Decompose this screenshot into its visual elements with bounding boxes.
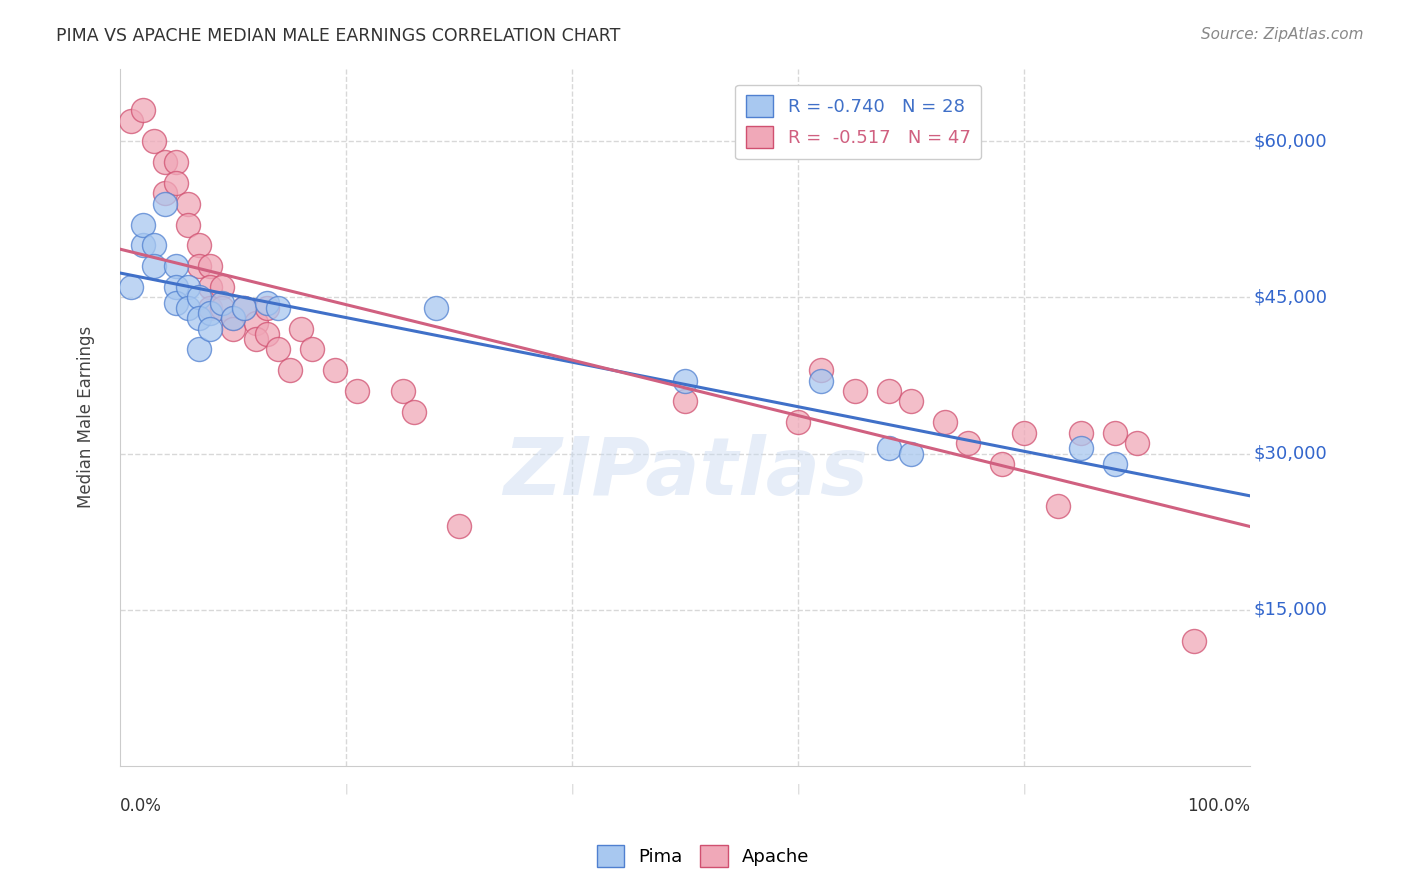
Point xyxy=(166,176,188,190)
Point xyxy=(267,301,290,315)
Text: 100.0%: 100.0% xyxy=(1188,797,1250,815)
Point xyxy=(131,238,153,252)
Text: Source: ZipAtlas.com: Source: ZipAtlas.com xyxy=(1201,27,1364,42)
Text: Median Male Earnings: Median Male Earnings xyxy=(77,326,96,508)
Point xyxy=(222,311,245,326)
Point xyxy=(1047,499,1070,513)
Point xyxy=(1104,425,1126,440)
Point xyxy=(1182,633,1205,648)
Point xyxy=(290,321,312,335)
Legend: R = -0.740   N = 28, R =  -0.517   N = 47: R = -0.740 N = 28, R = -0.517 N = 47 xyxy=(735,85,981,160)
Point xyxy=(200,301,222,315)
Point xyxy=(323,363,346,377)
Point xyxy=(188,343,211,357)
Point xyxy=(211,280,233,294)
Point xyxy=(200,259,222,273)
Point xyxy=(301,343,323,357)
Text: $45,000: $45,000 xyxy=(1254,288,1327,307)
Point xyxy=(1070,442,1092,456)
Point xyxy=(346,384,368,398)
Point xyxy=(200,321,222,335)
Text: PIMA VS APACHE MEDIAN MALE EARNINGS CORRELATION CHART: PIMA VS APACHE MEDIAN MALE EARNINGS CORR… xyxy=(56,27,620,45)
Point xyxy=(177,196,200,211)
Point xyxy=(990,457,1012,471)
Point xyxy=(177,301,200,315)
Point xyxy=(810,363,832,377)
Point xyxy=(402,405,425,419)
Point xyxy=(177,280,200,294)
Point xyxy=(256,326,278,341)
Point xyxy=(211,301,233,315)
Point xyxy=(120,280,142,294)
Point xyxy=(900,394,922,409)
Point xyxy=(142,259,165,273)
Point xyxy=(278,363,301,377)
Point xyxy=(673,374,696,388)
Point xyxy=(166,155,188,169)
Point xyxy=(391,384,413,398)
Point xyxy=(166,295,188,310)
Point xyxy=(131,218,153,232)
Point xyxy=(256,301,278,315)
Text: $15,000: $15,000 xyxy=(1254,600,1327,618)
Point xyxy=(934,415,956,429)
Legend: Pima, Apache: Pima, Apache xyxy=(589,838,817,874)
Point xyxy=(1104,457,1126,471)
Point xyxy=(233,301,256,315)
Point xyxy=(267,343,290,357)
Point xyxy=(1014,425,1036,440)
Text: 0.0%: 0.0% xyxy=(120,797,162,815)
Point xyxy=(200,280,222,294)
Point xyxy=(188,290,211,304)
Text: ZIPatlas: ZIPatlas xyxy=(503,434,868,512)
Point xyxy=(425,301,447,315)
Point xyxy=(810,374,832,388)
Point xyxy=(877,442,900,456)
Point xyxy=(166,280,188,294)
Text: |: | xyxy=(571,783,574,794)
Point xyxy=(787,415,810,429)
Point xyxy=(131,103,153,117)
Point xyxy=(222,311,245,326)
Point xyxy=(142,134,165,148)
Point xyxy=(200,306,222,320)
Point xyxy=(245,317,267,331)
Point xyxy=(245,332,267,346)
Point xyxy=(449,519,471,533)
Point xyxy=(673,394,696,409)
Point xyxy=(844,384,866,398)
Point xyxy=(233,301,256,315)
Point xyxy=(188,259,211,273)
Point xyxy=(153,196,176,211)
Point xyxy=(1070,425,1092,440)
Point xyxy=(166,259,188,273)
Point xyxy=(188,238,211,252)
Point xyxy=(188,311,211,326)
Text: |: | xyxy=(344,783,347,794)
Point xyxy=(877,384,900,398)
Point xyxy=(956,436,979,450)
Point xyxy=(120,113,142,128)
Text: $60,000: $60,000 xyxy=(1254,132,1327,151)
Point xyxy=(153,186,176,201)
Point xyxy=(222,321,245,335)
Text: |: | xyxy=(796,783,800,794)
Text: $30,000: $30,000 xyxy=(1254,444,1327,463)
Point xyxy=(177,218,200,232)
Point xyxy=(153,155,176,169)
Point xyxy=(142,238,165,252)
Point xyxy=(1126,436,1149,450)
Point xyxy=(211,295,233,310)
Point xyxy=(900,446,922,460)
Point xyxy=(256,295,278,310)
Text: |: | xyxy=(1022,783,1026,794)
